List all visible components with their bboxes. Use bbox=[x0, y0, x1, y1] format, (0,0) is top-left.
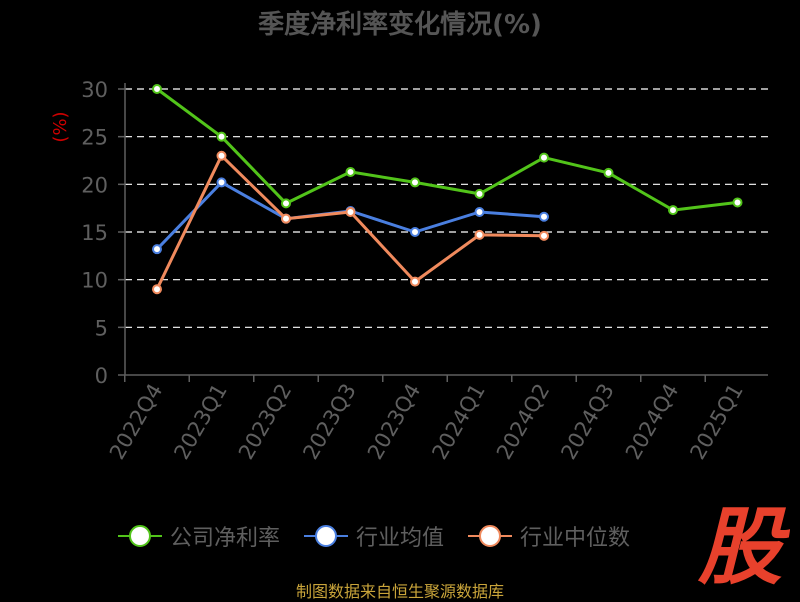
legend-item-industry-median[interactable]: 行业中位数 bbox=[468, 520, 630, 552]
x-tick-label: 2024Q2 bbox=[492, 380, 554, 464]
data-point[interactable] bbox=[152, 84, 162, 94]
y-tick-label: 30 bbox=[81, 78, 108, 102]
data-point[interactable] bbox=[216, 131, 227, 142]
y-tick-label: 5 bbox=[95, 316, 108, 340]
legend-label-company: 公司净利率 bbox=[170, 526, 281, 551]
data-point[interactable] bbox=[216, 177, 227, 188]
data-point[interactable] bbox=[732, 197, 743, 208]
data-point[interactable] bbox=[603, 167, 614, 178]
legend: 公司净利率 行业均值 行业中位数 bbox=[118, 520, 630, 552]
data-point[interactable] bbox=[152, 284, 162, 295]
legend-marker-company bbox=[118, 524, 162, 548]
y-tick-label: 20 bbox=[81, 173, 108, 197]
legend-marker-industry-median bbox=[468, 524, 513, 548]
data-point[interactable] bbox=[474, 206, 485, 217]
x-tick-label: 2025Q1 bbox=[685, 380, 747, 464]
y-tick-label: 0 bbox=[95, 364, 108, 388]
data-point[interactable] bbox=[668, 205, 678, 216]
x-tick-label: 2024Q3 bbox=[556, 380, 618, 464]
axes: 0 5 10 15 20 25 30 2022Q4 2023Q1 2023Q2 2023Q3 2023… bbox=[81, 78, 768, 464]
data-point[interactable] bbox=[410, 276, 420, 287]
y-tick-label: 10 bbox=[81, 269, 108, 293]
series bbox=[152, 84, 743, 295]
legend-label-industry-median: 行业中位数 bbox=[520, 526, 631, 551]
legend-label-industry-mean: 行业均值 bbox=[356, 526, 445, 551]
x-tick-label: 2023Q3 bbox=[298, 380, 360, 464]
brand-logo: 股 bbox=[690, 500, 790, 586]
data-point[interactable] bbox=[216, 150, 227, 161]
data-point[interactable] bbox=[281, 198, 291, 209]
data-point[interactable] bbox=[474, 188, 485, 199]
data-point[interactable] bbox=[474, 229, 485, 240]
data-point[interactable] bbox=[345, 206, 356, 217]
legend-item-company[interactable]: 公司净利率 bbox=[118, 520, 280, 552]
source-note: 制图数据来自恒生聚源数据库 bbox=[295, 582, 504, 601]
brand-logo-glyph: 股 bbox=[697, 500, 790, 586]
data-point[interactable] bbox=[410, 177, 420, 188]
data-point[interactable] bbox=[410, 227, 420, 237]
data-point[interactable] bbox=[281, 213, 291, 224]
legend-marker-industry-mean bbox=[304, 524, 349, 548]
data-point[interactable] bbox=[539, 230, 549, 241]
legend-item-industry-mean[interactable]: 行业均值 bbox=[304, 520, 444, 552]
data-point[interactable] bbox=[539, 211, 549, 222]
x-tick-label: 2023Q1 bbox=[169, 380, 231, 464]
data-point[interactable] bbox=[152, 244, 162, 255]
x-tick-label: 2023Q4 bbox=[363, 380, 425, 464]
y-tick-label: 25 bbox=[81, 126, 108, 150]
brand-logo-text: 股 bbox=[697, 500, 790, 586]
series-line-0 bbox=[156, 87, 738, 212]
x-tick-label: 2022Q4 bbox=[105, 380, 167, 464]
chart-title: 季度净利率变化情况(%) bbox=[258, 9, 542, 40]
y-axis-label: (%) bbox=[50, 111, 71, 142]
data-point[interactable] bbox=[539, 152, 549, 163]
x-tick-label: 2024Q4 bbox=[621, 380, 683, 464]
y-tick-label: 15 bbox=[81, 221, 108, 245]
x-tick-label: 2024Q1 bbox=[427, 380, 489, 464]
data-point[interactable] bbox=[345, 166, 356, 177]
x-tick-label: 2023Q2 bbox=[234, 380, 296, 464]
